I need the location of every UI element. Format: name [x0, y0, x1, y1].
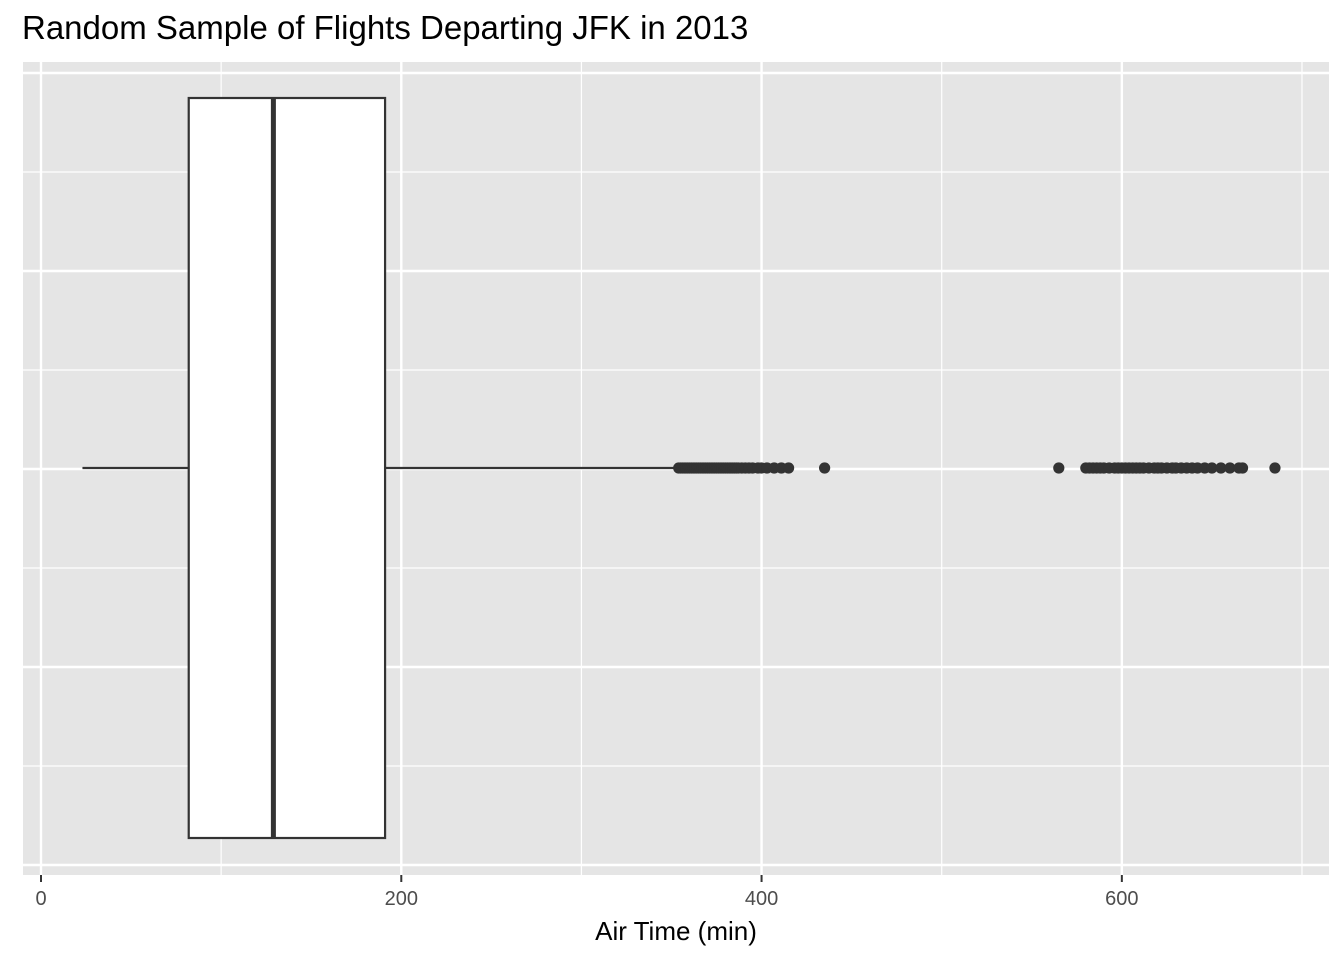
outlier-point [782, 462, 795, 474]
x-tick-label: 600 [1105, 888, 1138, 910]
x-tick-label: 200 [385, 888, 418, 910]
outlier-point [1206, 462, 1218, 474]
outlier-points [673, 462, 1281, 474]
outlier-point [1215, 462, 1227, 474]
outlier-point [1224, 462, 1236, 474]
x-tick-label: 0 [35, 888, 46, 910]
outlier-point [1269, 462, 1281, 474]
outlier-point [819, 462, 831, 474]
x-axis: 0 200 400 600 [35, 875, 1139, 910]
box-layer [82, 96, 677, 840]
x-tick-label: 400 [745, 888, 778, 910]
outlier-point [1236, 462, 1249, 474]
chart-title: Random Sample of Flights Departing JFK i… [22, 9, 749, 46]
interquartile-box [187, 96, 387, 840]
x-axis-title: Air Time (min) [595, 916, 757, 946]
outlier-point [1053, 462, 1065, 474]
